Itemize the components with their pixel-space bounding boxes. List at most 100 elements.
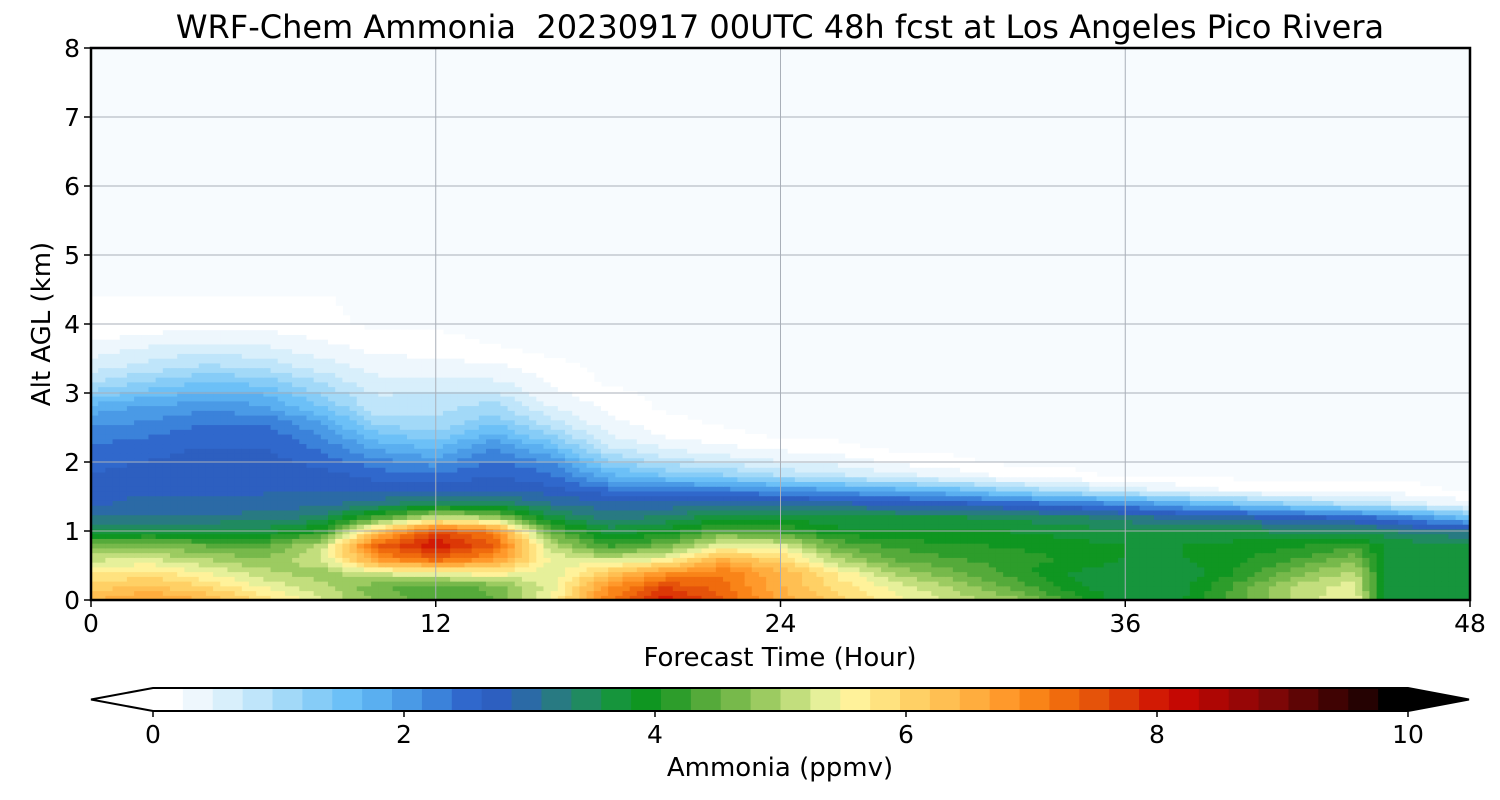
heatmap-cell [658, 509, 667, 516]
heatmap-cell [1204, 476, 1213, 482]
heatmap-cell [909, 562, 918, 568]
heatmap-cell [1031, 533, 1040, 539]
heatmap-cell [442, 581, 451, 587]
heatmap-cell [780, 500, 789, 506]
heatmap-cell [644, 509, 652, 516]
heatmap-cell [974, 585, 983, 592]
heatmap-cell [105, 538, 114, 544]
heatmap-cell [1311, 528, 1320, 535]
heatmap-cell [579, 590, 588, 596]
heatmap-cell [1268, 585, 1277, 592]
heatmap-cell [859, 543, 868, 549]
heatmap-cell [995, 481, 1004, 487]
heatmap-cell [600, 514, 609, 520]
heatmap-cell [730, 476, 738, 482]
heatmap-cell [960, 576, 968, 582]
heatmap-cell [593, 528, 602, 535]
heatmap-cell [1355, 519, 1363, 525]
heatmap-cell [1376, 524, 1385, 530]
heatmap-cell [1290, 505, 1299, 511]
heatmap-cell [687, 538, 695, 544]
heatmap-cell [550, 590, 559, 596]
heatmap-cell [1082, 590, 1090, 596]
heatmap-cell [1096, 514, 1105, 520]
heatmap-cell [435, 524, 444, 530]
heatmap-cell [1261, 514, 1270, 520]
heatmap-cell [1283, 490, 1292, 497]
heatmap-cell [823, 571, 832, 577]
heatmap-cell [1039, 514, 1047, 520]
heatmap-cell [1369, 486, 1378, 492]
heatmap-cell [744, 476, 753, 482]
heatmap-cell [967, 566, 976, 573]
heatmap-cell [1405, 514, 1414, 520]
heatmap-cell [493, 528, 501, 535]
heatmap-cell [615, 581, 624, 587]
heatmap-cell [1276, 585, 1284, 592]
heatmap-cell [909, 595, 918, 600]
heatmap-cell [371, 514, 379, 520]
heatmap-cell [1326, 481, 1335, 487]
heatmap-cell [636, 576, 645, 582]
heatmap-cell [1333, 495, 1342, 501]
heatmap-cell [1311, 557, 1320, 563]
heatmap-cell [845, 509, 853, 516]
heatmap-cell [852, 571, 861, 577]
heatmap-cell [270, 481, 279, 487]
heatmap-cell [1383, 509, 1392, 516]
heatmap-cell [1182, 581, 1191, 587]
heatmap-cell [1240, 585, 1248, 592]
heatmap-cell [421, 571, 430, 577]
heatmap-cell [924, 566, 932, 573]
heatmap-cell [507, 595, 516, 600]
heatmap-cell [227, 514, 236, 520]
heatmap-cell [98, 566, 106, 573]
heatmap-cell [1003, 533, 1011, 539]
heatmap-cell [421, 595, 430, 600]
heatmap-cell [1376, 509, 1385, 516]
heatmap-cell [514, 505, 523, 511]
heatmap-cell [744, 509, 753, 516]
heatmap-cell [873, 547, 882, 554]
heatmap-cell [500, 495, 509, 501]
heatmap-cell [1455, 524, 1464, 530]
heatmap-cell [529, 557, 537, 563]
heatmap-cell [787, 590, 796, 596]
heatmap-cell [191, 490, 200, 497]
heatmap-cell [421, 581, 430, 587]
heatmap-cell [902, 524, 911, 530]
heatmap-cell [565, 476, 573, 482]
heatmap-cell [1369, 490, 1378, 497]
heatmap-cell [701, 543, 710, 549]
heatmap-cell [227, 505, 236, 511]
heatmap-cell [737, 557, 746, 563]
heatmap-cell [751, 571, 760, 577]
heatmap-cell [292, 571, 300, 577]
heatmap-cell [299, 524, 308, 530]
heatmap-cell [1355, 486, 1363, 492]
heatmap-cell [170, 566, 178, 573]
heatmap-cell [1319, 495, 1327, 501]
heatmap-cell [550, 595, 559, 600]
heatmap-cell [126, 590, 135, 596]
heatmap-cell [751, 509, 760, 516]
heatmap-cell [1118, 547, 1126, 554]
heatmap-cell [600, 509, 609, 516]
heatmap-cell [155, 571, 164, 577]
heatmap-cell [91, 505, 99, 511]
heatmap-cell [1434, 552, 1442, 558]
heatmap-cell [1118, 585, 1126, 592]
heatmap-cell [1268, 519, 1277, 525]
heatmap-cell [888, 486, 897, 492]
heatmap-cell [299, 595, 308, 600]
heatmap-cell [1297, 571, 1306, 577]
heatmap-cell [198, 571, 207, 577]
heatmap-cell [1304, 528, 1313, 535]
heatmap-cell [292, 538, 300, 544]
heatmap-cell [170, 528, 178, 535]
heatmap-cell [155, 576, 164, 582]
heatmap-cell [1261, 543, 1270, 549]
heatmap-cell [292, 566, 300, 573]
heatmap-cell [457, 500, 466, 506]
heatmap-cell [744, 585, 753, 592]
